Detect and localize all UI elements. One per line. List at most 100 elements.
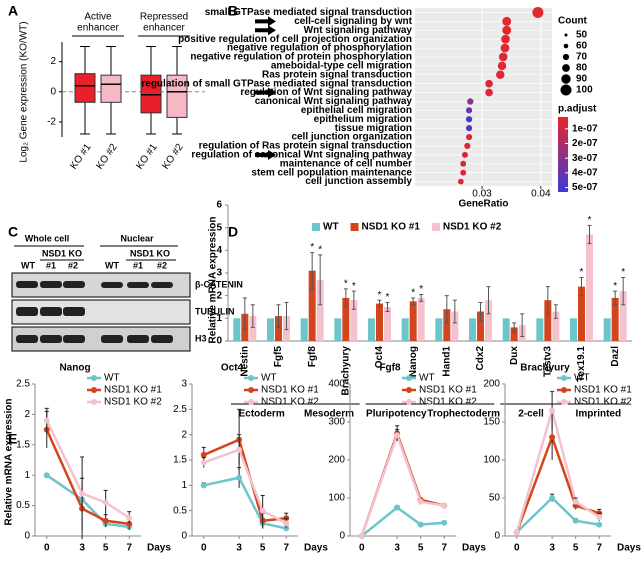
y-tick-label: 2.5	[173, 404, 187, 415]
legend-marker	[91, 375, 97, 381]
marker	[394, 504, 401, 511]
significance: *	[588, 215, 592, 226]
legend-title: p.adjust	[558, 104, 597, 115]
arrow	[255, 87, 276, 98]
dot	[532, 6, 544, 18]
x-tick-label: 7	[596, 543, 602, 554]
series-line	[515, 405, 600, 533]
x-tick-label: 7	[441, 543, 447, 554]
y-tick-label: small GTPase mediated signal transductio…	[205, 7, 412, 18]
legend-swatch	[312, 223, 320, 231]
dot	[502, 16, 512, 26]
legend-label: NSD1 KO #2	[261, 397, 319, 408]
legend-swatch	[350, 223, 359, 231]
y-tick-label: 0	[494, 531, 500, 542]
legend-label: 60	[576, 41, 588, 52]
group-label: Mesoderm	[304, 409, 354, 420]
series-line	[203, 448, 287, 525]
y-tick-label: 1	[181, 480, 187, 491]
marker	[200, 451, 207, 458]
y-tick-label: maintenance of cell number	[280, 158, 412, 169]
y-tick-label: stem cell population maintenance	[251, 167, 412, 178]
y-tick-label: 1	[216, 313, 222, 324]
blot-strip	[11, 299, 191, 325]
bands	[16, 281, 173, 343]
bar	[469, 318, 476, 341]
legend-label: 80	[576, 63, 588, 74]
panel-label: E	[8, 431, 17, 447]
significance: *	[419, 284, 423, 295]
marker	[417, 521, 424, 528]
x-tick-label: 0	[201, 543, 207, 554]
y-tick-label: 2.5	[16, 379, 30, 390]
legend-marker	[561, 399, 567, 405]
bar	[267, 318, 274, 341]
significance: *	[352, 281, 356, 292]
legend-swatch	[431, 223, 440, 231]
legend-label: NSD1 KO #1	[419, 385, 477, 396]
legend-marker	[406, 375, 412, 381]
legend-label: 100	[576, 85, 593, 96]
y-tick-label: epithelium migration	[314, 114, 412, 125]
bar	[300, 318, 308, 341]
marker	[43, 417, 50, 424]
x-axis-label: Days	[462, 543, 486, 554]
y-tick-label: epithelial cell migration	[301, 105, 412, 116]
x-tick-label: Dazl	[610, 346, 621, 367]
x-tick-label: KO #1	[68, 142, 94, 172]
marker	[417, 498, 424, 505]
legend-marker	[406, 399, 412, 405]
x-tick-label: Fgf8	[307, 346, 318, 368]
legend-label: NSD1 KO #2	[419, 397, 477, 408]
group-label: Ectoderm	[239, 409, 285, 420]
box	[74, 73, 96, 103]
dot	[464, 142, 471, 150]
significance: *	[344, 279, 348, 290]
significance: *	[378, 290, 382, 301]
significance: *	[386, 292, 390, 303]
legend-marker	[406, 387, 412, 393]
y-tick-label: 2	[24, 409, 30, 420]
bar	[603, 318, 611, 341]
x-tick-label: 0.03	[472, 189, 492, 200]
protein-label: β-CATENIN	[195, 279, 243, 289]
x-tick-label: Dux	[509, 346, 520, 365]
bar	[249, 316, 257, 341]
legend-label: 90	[576, 74, 588, 85]
y-tick-label: 1.5	[173, 455, 187, 466]
bar	[544, 300, 552, 341]
blot-genotype: NSD1 KO	[130, 248, 170, 258]
y-tick-label: 0	[339, 531, 345, 542]
panel-label: D	[228, 224, 238, 240]
x-tick-label: 5	[418, 543, 424, 554]
y-tick-label: 0	[50, 86, 56, 97]
bar	[611, 297, 619, 341]
bar	[578, 286, 585, 341]
y-tick-label: 400	[328, 379, 345, 390]
y-tick-label: 300	[328, 417, 345, 428]
y-tick-label: 150	[483, 417, 500, 428]
colorbar-label: 2e-07	[572, 138, 598, 149]
colorbar-label: 3e-07	[572, 153, 598, 164]
bar	[485, 300, 492, 341]
legend-label: WT	[574, 373, 590, 384]
bar	[350, 300, 358, 341]
chart-title: Brachyury	[520, 363, 570, 374]
dot	[485, 88, 493, 97]
marker	[596, 521, 603, 528]
x-tick-label: 0	[514, 543, 520, 554]
y-tick-label: 0.5	[173, 505, 187, 516]
legend-dot	[562, 64, 570, 72]
bar	[502, 318, 510, 341]
y-tick-label: 100	[483, 455, 500, 466]
marker	[102, 499, 109, 506]
y-tick-label: regulation of Ras protein signal transdu…	[199, 141, 412, 152]
arrow	[255, 149, 276, 160]
bar	[417, 297, 425, 341]
marker	[549, 434, 556, 441]
bar	[316, 279, 324, 341]
dot	[460, 160, 467, 167]
legend-label: NSD1 KO #1	[261, 385, 319, 396]
series-line	[203, 438, 287, 523]
